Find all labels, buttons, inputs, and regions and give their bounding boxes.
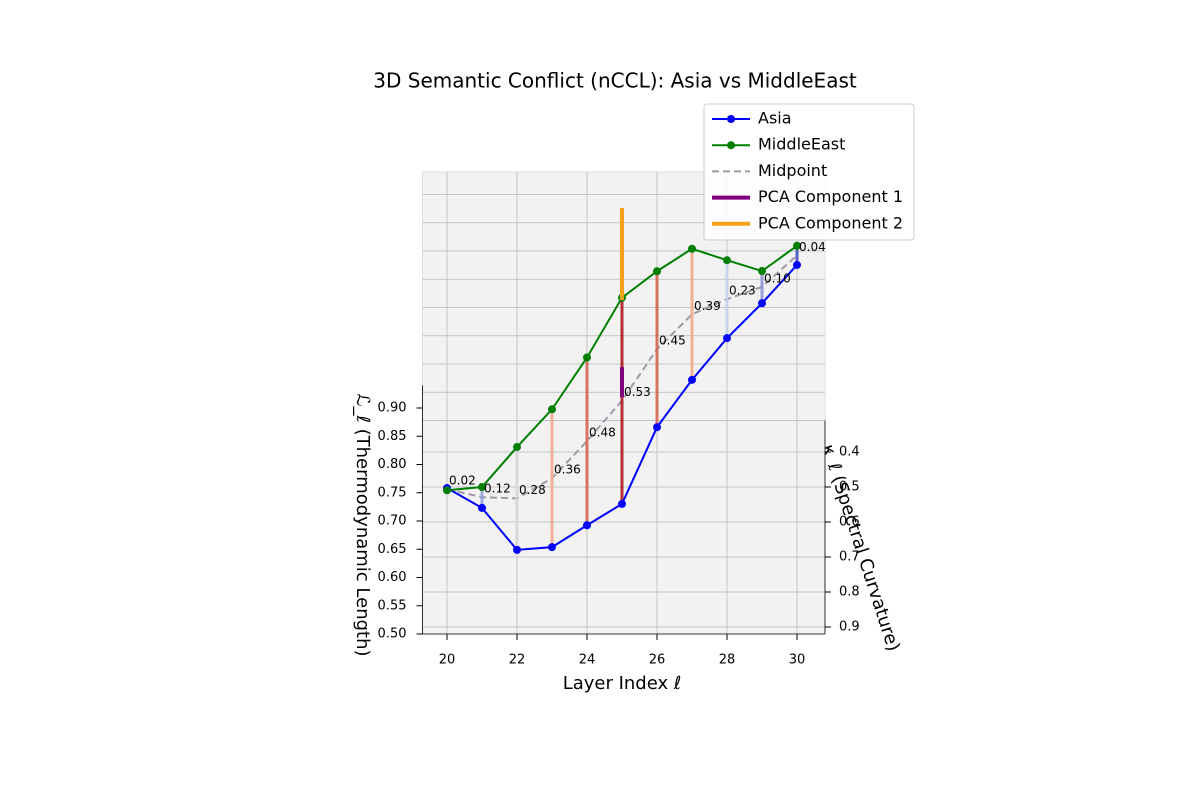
point [478,503,486,512]
z-tick-label: 0.65 [378,542,407,557]
x-tick-label: 28 [719,653,736,668]
y-tick-label: 0.4 [839,445,860,460]
conflict-label: 0.53 [624,385,651,399]
point [548,543,556,552]
y-axis-title: κ_ℓ (Spectral Curvature) [817,442,904,654]
z-tick-label: 0.55 [378,598,407,613]
legend-label: PCA Component 1 [758,187,903,206]
point [688,375,696,384]
legend-marker [727,115,735,123]
legend-label: MiddleEast [758,135,845,154]
point [443,486,451,495]
y-tick-label: 0.6 [839,515,860,530]
legend-label: PCA Component 2 [758,213,903,232]
point [583,353,591,362]
conflict-label: 0.04 [799,240,826,254]
conflict-label: 0.36 [554,463,581,477]
y-tick-label: 0.8 [839,585,860,600]
conflict-label: 0.48 [589,426,616,440]
point [793,241,801,250]
z-tick-label: 0.85 [378,429,407,444]
z-tick-label: 0.70 [378,514,407,529]
point [723,334,731,343]
point [513,443,521,452]
legend-marker [727,141,735,150]
z-tick-label: 0.80 [378,457,407,472]
z-axis-title: ℒ_ℓ (Thermodynamic Length) [352,393,373,656]
x-axis-title: Layer Index ℓ [563,673,682,694]
point [618,499,626,508]
legend-box [703,103,915,241]
conflict-label: 0.23 [729,284,756,298]
point [688,244,696,253]
chart-title: 3D Semantic Conflict (nCCL): Asia vs Mid… [373,69,857,93]
z-tick-label: 0.75 [378,485,407,500]
x-tick-label: 20 [439,653,456,668]
y-tick-label: 0.7 [839,550,860,565]
conflict-label: 0.12 [484,482,511,496]
point [758,299,766,308]
z-tick-label: 0.60 [378,570,407,585]
y-tick-label: 0.5 [839,480,860,495]
conflict-label: 0.39 [694,299,721,313]
point [653,267,661,276]
point [513,545,521,554]
x-tick-label: 22 [509,653,526,668]
legend-label: Midpoint [758,161,827,180]
y-tick-label: 0.9 [839,620,860,635]
point [548,405,556,414]
point [583,521,591,530]
conflict-label: 0.28 [519,483,546,497]
point [478,483,486,492]
x-tick-label: 26 [649,653,666,668]
z-tick-label: 0.50 [378,627,407,642]
conflict-label: 0.10 [764,271,791,285]
x-tick-label: 24 [579,653,596,668]
point [758,267,766,276]
conflict-label: 0.02 [449,474,476,488]
point [793,260,801,269]
legend-label: Asia [758,109,792,128]
x-tick-label: 30 [789,653,806,668]
z-tick-label: 0.90 [378,401,407,416]
floor-pane [422,420,826,635]
conflict-label: 0.45 [659,334,686,348]
point [723,256,731,265]
point [653,423,661,432]
